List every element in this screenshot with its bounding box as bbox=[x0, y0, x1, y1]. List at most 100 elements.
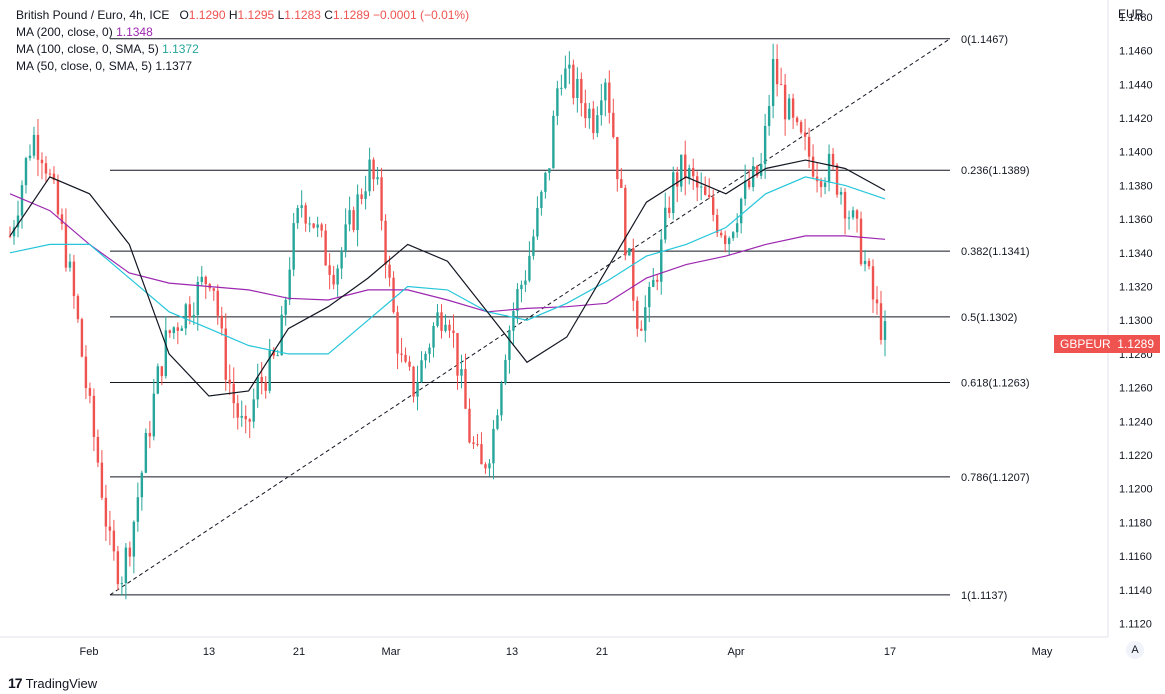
candle-body bbox=[727, 238, 731, 245]
candle-body bbox=[851, 210, 855, 218]
y-tick-label: 1.1300 bbox=[1119, 315, 1153, 327]
candle-body bbox=[560, 87, 563, 89]
open-label: O bbox=[179, 8, 189, 22]
candle-body bbox=[372, 159, 375, 180]
candle-body bbox=[40, 159, 44, 164]
candle-body bbox=[456, 333, 459, 376]
legend-ma200-row[interactable]: MA (200, close, 0) 1.1348 bbox=[16, 24, 469, 41]
symbol-description: British Pound / Euro, 4h, ICE bbox=[16, 8, 170, 22]
candle-body bbox=[875, 299, 879, 304]
candle-body bbox=[192, 315, 195, 318]
candle-body bbox=[787, 98, 791, 120]
candle-body bbox=[220, 315, 223, 329]
candle-body bbox=[688, 168, 691, 179]
candle-body bbox=[160, 366, 164, 377]
candle-body bbox=[552, 115, 555, 169]
candle-body bbox=[376, 177, 379, 180]
candle-body bbox=[652, 279, 655, 287]
fibonacci-retracement[interactable]: 0(1.1467) 0.236(1.1389) 0.382(1.1341) 0.5(1… bbox=[109, 34, 1030, 602]
candle-body bbox=[92, 395, 96, 437]
candle-body bbox=[596, 115, 599, 134]
candle-body bbox=[316, 224, 319, 228]
candle-body bbox=[48, 173, 52, 175]
candle-body bbox=[132, 521, 136, 557]
y-tick-label: 1.1420 bbox=[1119, 113, 1153, 125]
candle-body bbox=[811, 156, 815, 177]
candle-body bbox=[84, 356, 88, 389]
candle-body bbox=[228, 379, 231, 384]
candle-body bbox=[396, 312, 399, 354]
candle-body bbox=[803, 132, 807, 137]
candle-body bbox=[496, 415, 499, 429]
candle-body bbox=[763, 125, 767, 165]
candle-body bbox=[24, 158, 28, 186]
candle-body bbox=[660, 239, 663, 282]
candle-body bbox=[240, 415, 243, 418]
fib-level-label: 0.618(1.1263) bbox=[961, 378, 1030, 390]
candle-body bbox=[224, 328, 227, 380]
auto-scale-button[interactable]: A bbox=[1126, 641, 1144, 659]
candle-body bbox=[680, 154, 683, 187]
candle-body bbox=[324, 230, 327, 266]
candle-body bbox=[292, 223, 295, 270]
candle-body bbox=[332, 274, 335, 285]
candle-body bbox=[216, 290, 219, 316]
candle-body bbox=[128, 547, 132, 557]
candle-body bbox=[124, 547, 128, 584]
fib-level-label: 0.5(1.1302) bbox=[961, 312, 1017, 324]
candle-body bbox=[644, 307, 647, 331]
candle-body bbox=[136, 497, 140, 522]
candle-body bbox=[432, 325, 435, 348]
y-tick-label: 1.1360 bbox=[1119, 214, 1153, 226]
candle-body bbox=[448, 324, 451, 331]
y-tick-label: 1.1480 bbox=[1119, 12, 1153, 24]
candle-body bbox=[308, 223, 311, 225]
chart-legend: British Pound / Euro, 4h, ICE O1.1290 H1… bbox=[16, 7, 469, 75]
candle-body bbox=[759, 164, 763, 176]
candle-body bbox=[516, 289, 519, 312]
candle-body bbox=[755, 166, 759, 176]
candle-body bbox=[584, 103, 587, 119]
candle-body bbox=[196, 282, 199, 316]
legend-ma100-row[interactable]: MA (100, close, 0, SMA, 5) 1.1372 bbox=[16, 41, 469, 58]
candle-body bbox=[212, 288, 215, 291]
candle-body bbox=[859, 218, 863, 265]
tradingview-brand[interactable]: 17 TradingView bbox=[8, 675, 97, 691]
candle-body bbox=[540, 191, 543, 208]
candle-body bbox=[835, 164, 839, 195]
fib-level-label: 0(1.1467) bbox=[961, 34, 1008, 46]
legend-ma50-row[interactable]: MA (50, close, 0, SMA, 5) 1.1377 bbox=[16, 58, 469, 75]
candle-body bbox=[460, 369, 463, 376]
close-value: 1.1289 bbox=[332, 8, 370, 22]
candle-body bbox=[468, 408, 471, 443]
candle-body bbox=[188, 304, 191, 318]
y-tick-label: 1.1380 bbox=[1119, 180, 1153, 192]
candle-body bbox=[504, 359, 507, 384]
candle-body bbox=[8, 235, 12, 237]
candle-body bbox=[28, 155, 32, 159]
candle-body bbox=[280, 314, 283, 356]
candle-body bbox=[775, 58, 779, 85]
y-tick-label: 1.1460 bbox=[1119, 46, 1153, 58]
candle-body bbox=[580, 78, 583, 104]
candle-body bbox=[388, 264, 391, 278]
candle-body bbox=[352, 210, 355, 231]
candle-body bbox=[791, 98, 795, 118]
candle-body bbox=[264, 382, 267, 391]
candle-body bbox=[839, 191, 843, 195]
candle-body bbox=[340, 250, 343, 269]
candle-body bbox=[500, 383, 503, 416]
ma200-line bbox=[9, 193, 886, 313]
candle-body bbox=[312, 223, 315, 228]
price-axis-unit[interactable]: EUR bbox=[1118, 7, 1144, 21]
candle-body bbox=[68, 261, 72, 268]
candle-body bbox=[16, 215, 20, 228]
x-tick-label: 13 bbox=[203, 646, 215, 658]
candle-body bbox=[524, 280, 527, 285]
change-value: −0.0001 (−0.01%) bbox=[373, 8, 470, 22]
candle-body bbox=[779, 84, 783, 86]
y-tick-label: 1.1400 bbox=[1119, 147, 1153, 159]
candle-body bbox=[719, 232, 723, 236]
candle-body bbox=[144, 432, 148, 473]
